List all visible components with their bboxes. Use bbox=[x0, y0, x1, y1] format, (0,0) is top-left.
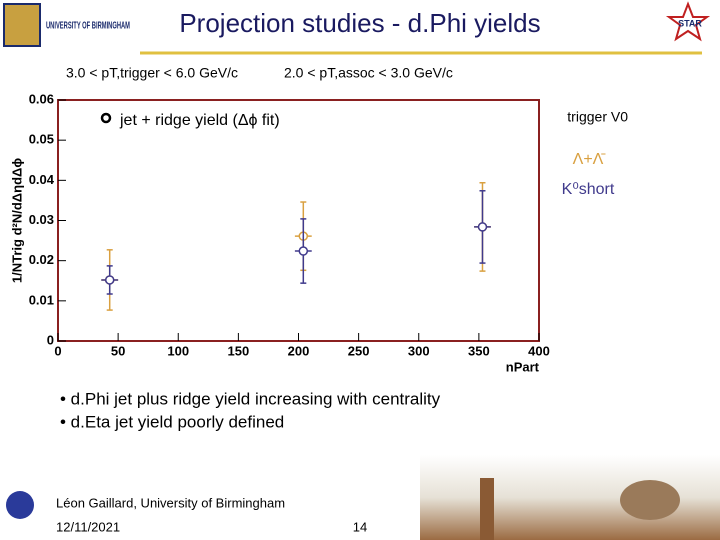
y-tick-label: 0.03 bbox=[29, 212, 54, 227]
x-tick-label: 400 bbox=[528, 343, 550, 358]
y-tick-label: 0.01 bbox=[29, 292, 54, 307]
tower bbox=[480, 478, 494, 540]
y-tick-label: 0 bbox=[47, 332, 54, 347]
legend-entry: Λ+Λ̄ bbox=[573, 151, 607, 168]
crest bbox=[3, 3, 41, 47]
footer-author: Léon Gaillard, University of Birmingham bbox=[56, 495, 285, 510]
slide-title: Projection studies - d.Phi yields bbox=[179, 8, 540, 38]
annotation: jet + ridge yield (Δϕ fit) bbox=[119, 112, 280, 129]
chart: 0 0.01 0.02 0.03 0.04 0.05 0.06 0 50 100 150 200 250… bbox=[9, 91, 628, 374]
x-tick-label: 300 bbox=[408, 343, 430, 358]
bullet: • d.Eta jet yield poorly defined bbox=[60, 412, 284, 431]
annotation-marker bbox=[100, 112, 112, 124]
y-tick-label: 0.05 bbox=[29, 132, 54, 147]
dome bbox=[620, 480, 680, 520]
bullet: • d.Phi jet plus ridge yield increasing … bbox=[60, 389, 441, 408]
cut-assoc: 2.0 < pT,assoc < 3.0 GeV/c bbox=[284, 65, 453, 81]
logo-text: UNIVERSITY OF BIRMINGHAM bbox=[46, 21, 130, 32]
y-tick-label: 0.06 bbox=[29, 91, 54, 106]
star-logo bbox=[665, 1, 711, 42]
x-tick-label: 150 bbox=[228, 343, 250, 358]
mascot bbox=[6, 491, 34, 519]
footer-date: 12/11/2021 bbox=[56, 519, 120, 534]
x-tick-label: 350 bbox=[468, 343, 490, 358]
legend-title: trigger V0 bbox=[567, 109, 628, 125]
data-point bbox=[104, 275, 115, 285]
y-tick-label: 0.04 bbox=[29, 172, 55, 187]
cut-trigger: 3.0 < pT,trigger < 6.0 GeV/c bbox=[66, 65, 238, 81]
y-axis-label: 1/NTrig d²N/dΔηdΔϕ bbox=[9, 158, 24, 283]
legend-entry: K⁰short bbox=[562, 181, 615, 198]
x-tick-label: 0 bbox=[54, 343, 61, 358]
x-tick-label: 250 bbox=[348, 343, 370, 358]
data-point bbox=[298, 246, 309, 256]
star-text: STAR bbox=[678, 18, 702, 28]
x-axis-label: nPart bbox=[506, 359, 540, 374]
x-tick-label: 50 bbox=[111, 343, 125, 358]
x-tick-label: 200 bbox=[288, 343, 310, 358]
page-number: 14 bbox=[353, 519, 367, 534]
x-tick-label: 100 bbox=[167, 343, 189, 358]
data-point bbox=[477, 222, 488, 232]
y-tick-label: 0.02 bbox=[29, 252, 54, 267]
